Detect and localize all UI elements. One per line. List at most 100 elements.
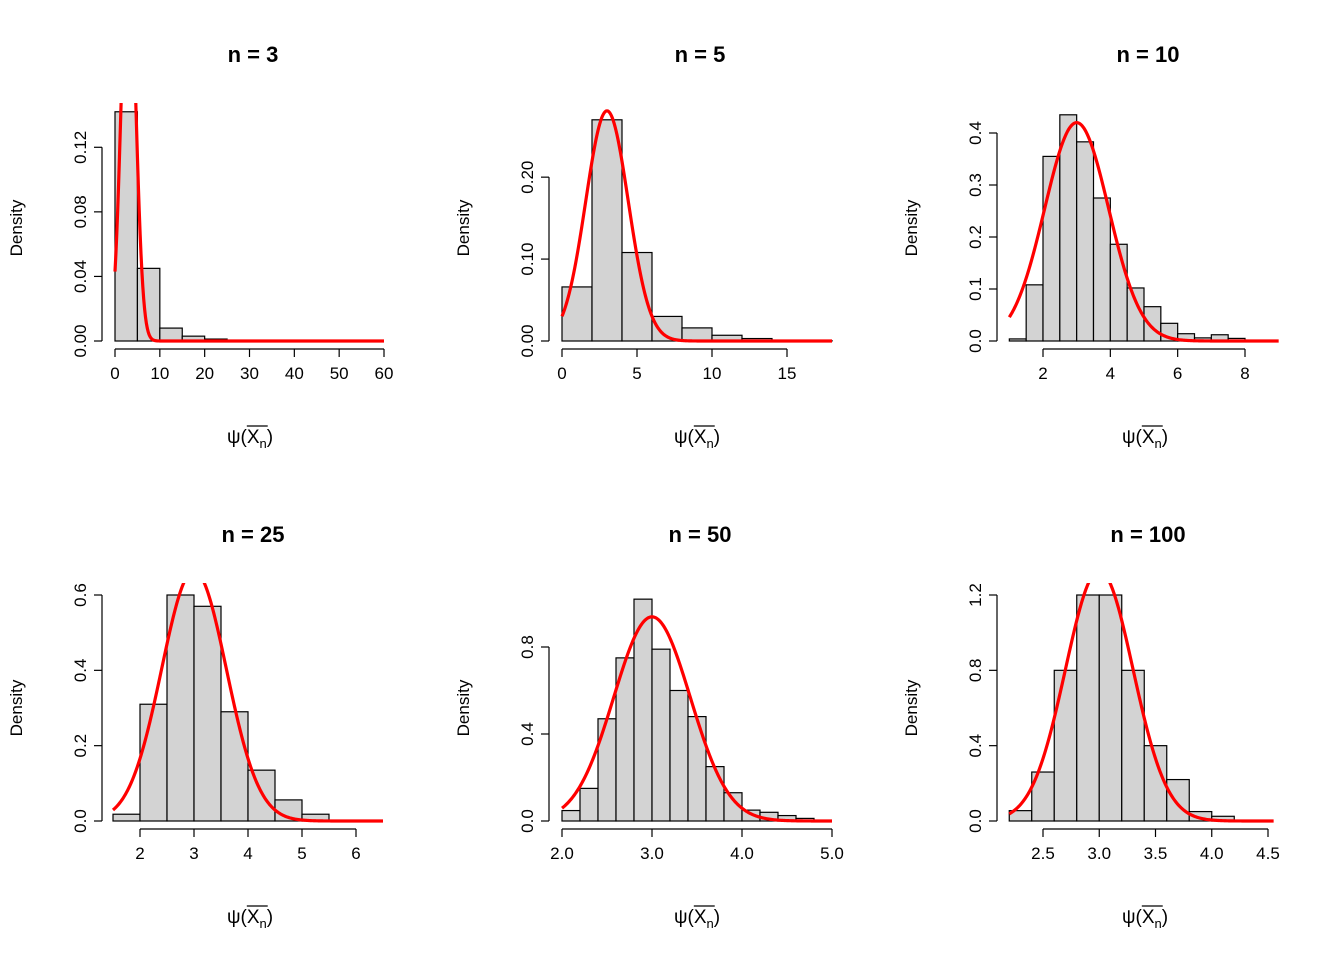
chart-title: n = 50	[669, 522, 732, 547]
histogram-bar	[561, 809, 581, 822]
y-tick-label: 0.00	[71, 324, 90, 357]
histogram-bar	[1076, 594, 1100, 822]
x-label-prefix: ψ(	[674, 427, 695, 448]
histogram-bar	[1053, 669, 1078, 822]
y-tick-label: 1.2	[966, 583, 985, 607]
y-axis-label: Density	[902, 679, 921, 736]
y-axis-label: Density	[454, 679, 473, 736]
y-tick-label: 0.8	[518, 635, 537, 659]
x-label-suffix: )	[267, 907, 273, 928]
x-label-subscript: n	[260, 916, 267, 931]
histogram-bar	[193, 605, 222, 822]
histogram-bar	[139, 703, 168, 822]
y-tick-label: 0.00	[518, 324, 537, 357]
x-label-prefix: ψ(	[1122, 907, 1143, 928]
y-tick-label: 0.12	[71, 131, 90, 164]
histogram-bar	[1076, 141, 1095, 342]
normal-density-curve	[1007, 121, 1279, 343]
histogram-panel-6: n = 100 2.5 3.0 3.5 4.0 4.5 0.0 0.4 0.8 1.2 Densit…	[902, 522, 1280, 931]
x-tick-label: 3.0	[640, 844, 664, 863]
x-tick-label: 4.0	[1200, 844, 1224, 863]
x-label-main: X	[1142, 907, 1155, 928]
histogram-bar	[669, 689, 689, 822]
y-axis-label: Density	[7, 679, 26, 736]
x-tick-label: 40	[285, 364, 304, 383]
histogram-bar	[1059, 114, 1078, 342]
y-tick-label: 0.1	[966, 277, 985, 301]
normal-density-curve	[561, 615, 832, 823]
x-label-prefix: ψ(	[674, 907, 695, 928]
normal-density-curve	[560, 109, 832, 343]
x-axis-label: ψ(Xn)	[227, 425, 273, 451]
histogram-bar	[591, 119, 623, 342]
x-tick-label: 3.0	[1087, 844, 1111, 863]
histogram-bar	[1025, 284, 1044, 342]
histogram-bar	[705, 766, 725, 822]
x-label-prefix: ψ(	[227, 427, 248, 448]
y-tick-label: 0.6	[71, 583, 90, 607]
histogram-panel-3: n = 10 2 4 6 8 0.0 0.1 0.2 0.3 0.4 Density ψ(Xn)	[902, 42, 1279, 451]
x-label-subscript: n	[1155, 436, 1162, 451]
x-label-main: X	[247, 907, 260, 928]
x-tick-label: 0	[110, 364, 119, 383]
x-axis-label: ψ(Xn)	[1122, 905, 1168, 931]
histogram-bar	[1166, 778, 1190, 822]
x-label-subscript: n	[707, 436, 714, 451]
x-axis-label-text: ψ(Xn)	[1122, 427, 1168, 451]
x-tick-label: 3	[189, 844, 198, 863]
histogram-panel-5: n = 50 2.0 3.0 4.0 5.0 0.0 0.4 0.8 Density ψ(Xn)	[454, 522, 844, 931]
x-label-subscript: n	[707, 916, 714, 931]
histogram-bar	[561, 286, 593, 342]
x-tick-label: 50	[330, 364, 349, 383]
chart-title: n = 5	[675, 42, 726, 67]
histogram-bar	[681, 327, 713, 342]
x-tick-label: 3.5	[1144, 844, 1168, 863]
x-tick-label: 5	[632, 364, 641, 383]
x-tick-label: 6	[1173, 364, 1182, 383]
histogram-bar	[579, 787, 599, 822]
histogram-bar	[112, 813, 141, 822]
x-label-suffix: )	[267, 427, 273, 448]
histogram-bar	[621, 251, 653, 342]
x-label-suffix: )	[1162, 427, 1168, 448]
histogram-bar	[1143, 306, 1162, 342]
y-tick-label: 0.4	[518, 722, 537, 746]
x-tick-label: 10	[150, 364, 169, 383]
histogram-bar	[1008, 338, 1027, 342]
x-tick-label: 5.0	[820, 844, 844, 863]
histogram-panel-4: n = 25 2 3 4 5 6 0.0 0.2 0.4 0.6 Density ψ(Xn)	[7, 522, 383, 931]
histogram-bar	[166, 594, 195, 822]
y-tick-label: 0.08	[71, 195, 90, 228]
x-label-main: X	[694, 907, 707, 928]
x-tick-label: 2.5	[1031, 844, 1055, 863]
x-tick-label: 6	[351, 844, 360, 863]
y-tick-label: 0.2	[966, 225, 985, 249]
y-tick-label: 0.0	[966, 329, 985, 353]
y-tick-label: 0.20	[518, 161, 537, 194]
x-tick-label: 5	[297, 844, 306, 863]
histogram-bar	[1121, 669, 1145, 822]
y-axis-label: Density	[454, 199, 473, 256]
y-tick-label: 0.04	[71, 260, 90, 293]
x-label-main: X	[694, 427, 707, 448]
x-axis-label: ψ(Xn)	[1122, 425, 1168, 451]
x-tick-label: 8	[1240, 364, 1249, 383]
x-label-subscript: n	[1155, 916, 1162, 931]
x-label-prefix: ψ(	[227, 907, 248, 928]
histogram-bar	[220, 711, 249, 822]
histogram-bar	[651, 648, 671, 822]
x-tick-label: 15	[778, 364, 797, 383]
x-label-subscript: n	[260, 436, 267, 451]
histogram-panel-1: n = 3 0 10 20 30 40 50 60 0.00 0.04 0.08 0.12 Densit…	[7, 42, 393, 451]
x-axis-label: ψ(Xn)	[227, 905, 273, 931]
x-axis-label-text: ψ(Xn)	[1122, 907, 1168, 931]
x-tick-label: 4.5	[1256, 844, 1280, 863]
y-tick-label: 0.0	[966, 809, 985, 833]
normal-density-curve	[113, 103, 384, 343]
normal-density-curve	[1008, 583, 1274, 823]
y-tick-label: 0.0	[518, 809, 537, 833]
x-axis-label-text: ψ(Xn)	[674, 427, 720, 451]
x-label-main: X	[247, 427, 260, 448]
x-label-suffix: )	[1162, 907, 1168, 928]
x-tick-label: 30	[240, 364, 259, 383]
